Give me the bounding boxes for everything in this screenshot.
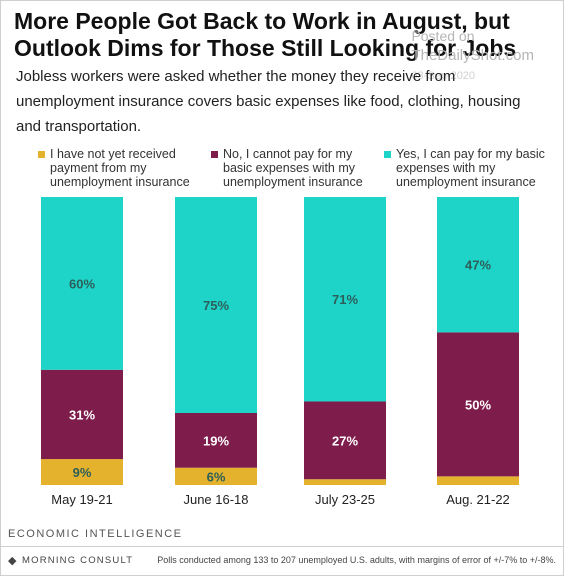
x-tick-label: May 19-21 [51, 492, 112, 507]
legend-swatch-cannot-pay [211, 151, 218, 158]
x-tick-label: Aug. 21-22 [446, 492, 510, 507]
legend: I have not yet received payment from my … [0, 147, 564, 195]
data-label-cannot-pay: 19% [203, 433, 229, 448]
data-label-can-pay: 75% [203, 298, 229, 313]
data-label-cannot-pay: 31% [69, 407, 95, 422]
data-label-not-received: 6% [207, 469, 226, 484]
watermark-line-2: TheDailyShot.com [411, 47, 534, 64]
data-label-cannot-pay: 27% [332, 433, 358, 448]
watermark-line-1: Posted on [411, 28, 475, 44]
legend-label-can-pay: Yes, I can pay for my basic expenses wit… [396, 147, 545, 189]
data-label-can-pay: 60% [69, 276, 95, 291]
footer-logo-text: MORNING CONSULT [22, 555, 134, 566]
bar-segment-not-received [175, 467, 257, 485]
bar-segment-can-pay [437, 197, 519, 333]
watermark-line-3: 03-Sep-2020 [411, 70, 476, 82]
x-tick-label: July 23-25 [315, 492, 375, 507]
legend-label-cannot-pay: No, I cannot pay for my basic expenses w… [223, 147, 363, 189]
bar-segment-cannot-pay [41, 369, 123, 460]
bar-segment-not-received [41, 459, 123, 485]
morning-consult-logo-icon: ◆ [8, 554, 18, 567]
bar-segment-cannot-pay [175, 413, 257, 468]
legend-swatch-not-received [38, 151, 45, 158]
footer-brand: ECONOMIC INTELLIGENCE [8, 528, 183, 540]
data-label-not-received: 9% [73, 465, 92, 480]
bar-segment-cannot-pay [437, 332, 519, 477]
bar-segment-can-pay [41, 197, 123, 370]
data-label-can-pay: 47% [465, 258, 491, 273]
legend-item-cannot-pay: No, I cannot pay for my basic expenses w… [211, 147, 383, 189]
watermark: Posted on TheDailyShot.com 03-Sep-2020 [411, 26, 534, 86]
bar-segment-can-pay [304, 197, 386, 402]
data-label-cannot-pay: 50% [465, 397, 491, 412]
chart-title: More People Got Back to Work in August, … [14, 8, 517, 61]
legend-label-not-received: I have not yet received payment from my … [50, 147, 190, 189]
footer-note: Polls conducted among 133 to 207 unemplo… [157, 555, 556, 565]
footer-divider [0, 546, 564, 547]
legend-swatch-can-pay [384, 151, 391, 158]
bar-segment-can-pay [175, 197, 257, 413]
legend-item-not-received: I have not yet received payment from my … [38, 147, 210, 189]
x-tick-label: June 16-18 [183, 492, 248, 507]
chart-subtitle: Jobless workers were asked whether the m… [16, 68, 521, 135]
data-label-can-pay: 71% [332, 292, 358, 307]
bar-segment-not-received [304, 479, 386, 485]
footer-logo: ◆ MORNING CONSULT [8, 555, 133, 566]
legend-item-can-pay: Yes, I can pay for my basic expenses wit… [384, 147, 556, 189]
bar-segment-not-received [437, 476, 519, 485]
bar-segment-cannot-pay [304, 401, 386, 480]
stacked-bar-chart: 9% 31% 60% May 19-21 6% 19% 75% June 16-18 27% 71… [41, 197, 519, 507]
